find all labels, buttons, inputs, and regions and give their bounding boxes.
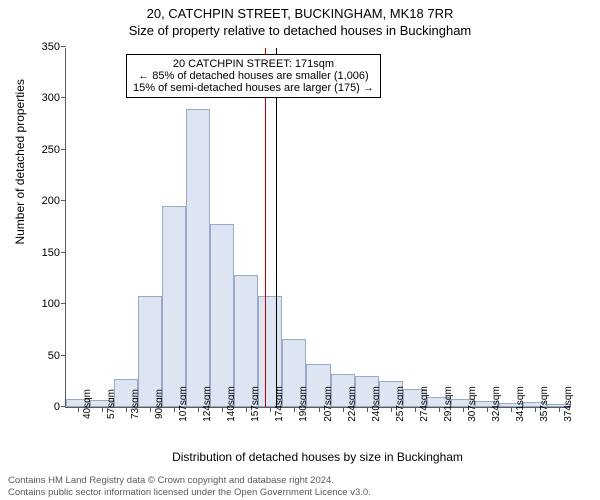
footer: Contains HM Land Registry data © Crown c… <box>8 475 592 498</box>
y-tick-label: 200 <box>26 195 60 207</box>
y-tick-label: 300 <box>26 92 60 104</box>
x-tick-mark <box>319 407 320 412</box>
y-tick-mark <box>61 252 66 253</box>
footer-line1: Contains HM Land Registry data © Crown c… <box>8 475 592 486</box>
x-tick-mark <box>511 407 512 412</box>
bar <box>162 206 186 407</box>
y-axis-label: Number of detached properties <box>13 79 27 244</box>
reference-line <box>276 48 277 407</box>
x-tick-mark <box>559 407 560 412</box>
x-tick-mark <box>463 407 464 412</box>
reference-line <box>265 48 266 407</box>
y-tick-mark <box>61 46 66 47</box>
y-tick-label: 50 <box>26 350 60 362</box>
x-tick-mark <box>246 407 247 412</box>
y-tick-mark <box>61 303 66 304</box>
chart-area: Number of detached properties 0501001502… <box>65 48 570 408</box>
y-tick-mark <box>61 97 66 98</box>
x-tick-mark <box>126 407 127 412</box>
y-tick-label: 250 <box>26 144 60 156</box>
x-tick-mark <box>198 407 199 412</box>
x-tick-mark <box>174 407 175 412</box>
y-tick-mark <box>61 149 66 150</box>
annotation-box: 20 CATCHPIN STREET: 171sqm ← 85% of deta… <box>126 54 381 98</box>
x-tick-mark <box>294 407 295 412</box>
y-tick-label: 350 <box>26 41 60 53</box>
x-tick-mark <box>270 407 271 412</box>
bar <box>210 224 234 407</box>
x-tick-mark <box>78 407 79 412</box>
x-tick-mark <box>391 407 392 412</box>
bar <box>186 109 210 407</box>
y-tick-label: 0 <box>26 401 60 413</box>
chart-container: 20, CATCHPIN STREET, BUCKINGHAM, MK18 7R… <box>0 0 600 500</box>
x-tick-mark <box>535 407 536 412</box>
y-tick-label: 150 <box>26 247 60 259</box>
x-tick-label: 374sqm <box>563 386 574 422</box>
x-tick-mark <box>102 407 103 412</box>
x-tick-mark <box>343 407 344 412</box>
x-tick-mark <box>487 407 488 412</box>
x-tick-mark <box>367 407 368 412</box>
y-tick-mark <box>61 355 66 356</box>
x-tick-mark <box>439 407 440 412</box>
annotation-line1: 20 CATCHPIN STREET: 171sqm <box>133 58 374 70</box>
annotation-line2: ← 85% of detached houses are smaller (1,… <box>133 70 374 82</box>
y-tick-mark <box>61 200 66 201</box>
page-subtitle: Size of property relative to detached ho… <box>0 21 600 38</box>
x-tick-mark <box>415 407 416 412</box>
y-tick-label: 100 <box>26 298 60 310</box>
annotation-line3: 15% of semi-detached houses are larger (… <box>133 82 374 94</box>
footer-line2: Contains public sector information licen… <box>8 487 592 498</box>
x-tick-mark <box>222 407 223 412</box>
page-title: 20, CATCHPIN STREET, BUCKINGHAM, MK18 7R… <box>0 0 600 21</box>
plot-region: 05010015020025030035040sqm57sqm73sqm90sq… <box>65 48 570 408</box>
x-tick-mark <box>150 407 151 412</box>
x-axis-label: Distribution of detached houses by size … <box>65 450 570 464</box>
